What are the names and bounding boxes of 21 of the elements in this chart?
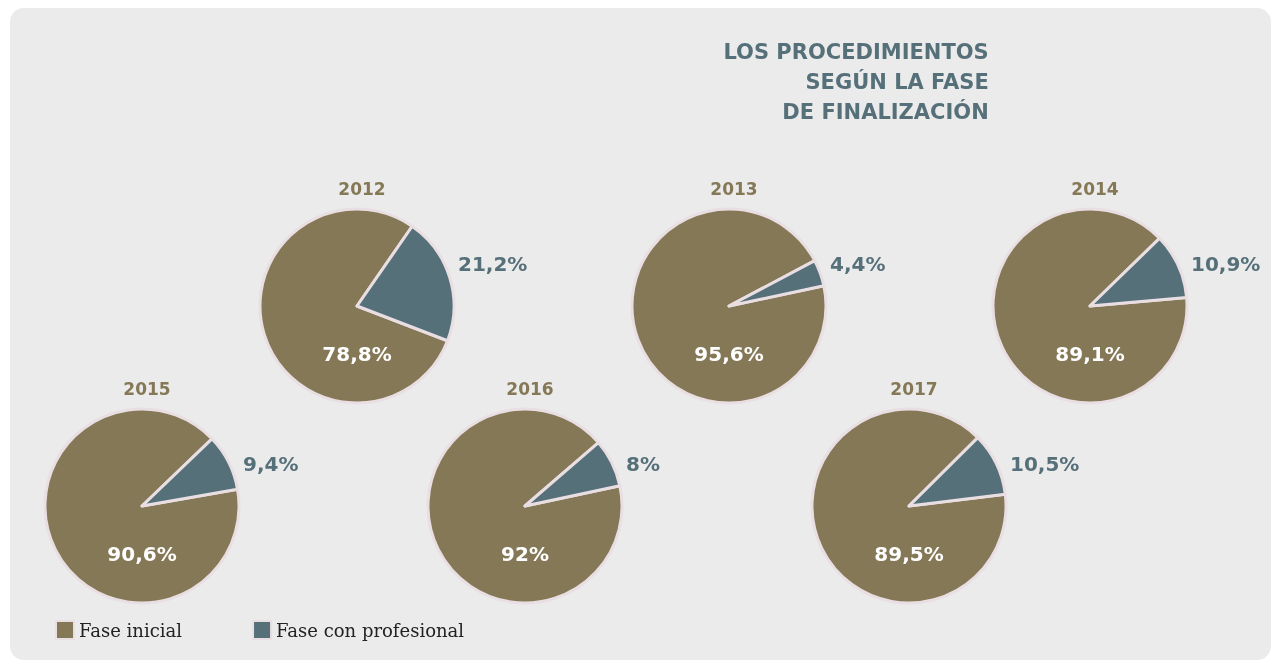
legend-label: Fase con profesional xyxy=(276,619,465,641)
data-label: 9,4% xyxy=(243,452,299,476)
chart-title: LOS PROCEDIMIENTOS SEGÚN LA FASE DE FINALIZACIÓN xyxy=(723,40,989,124)
data-label: 10,9% xyxy=(1191,252,1261,276)
data-label: 8% xyxy=(626,452,660,476)
data-label: 21,2% xyxy=(458,252,528,276)
slice-label: 2014 xyxy=(1071,178,1119,199)
data-label: 90,6% xyxy=(107,542,177,566)
slice-label: 2013 xyxy=(710,178,758,199)
data-label: 10,5% xyxy=(1010,452,1080,476)
data-label: 92% xyxy=(501,542,549,566)
data-label: 95,6% xyxy=(694,342,764,366)
data-label: 4,4% xyxy=(830,252,886,276)
slice-label: 2017 xyxy=(890,378,938,399)
slice-label: 2012 xyxy=(338,178,386,199)
slice-label: 2016 xyxy=(506,378,554,399)
data-label: 89,1% xyxy=(1055,342,1125,366)
slice-label: 2015 xyxy=(123,378,171,399)
legend-label: Fase inicial xyxy=(79,619,183,641)
data-label: 89,5% xyxy=(874,542,944,566)
data-label: 78,8% xyxy=(322,342,392,366)
